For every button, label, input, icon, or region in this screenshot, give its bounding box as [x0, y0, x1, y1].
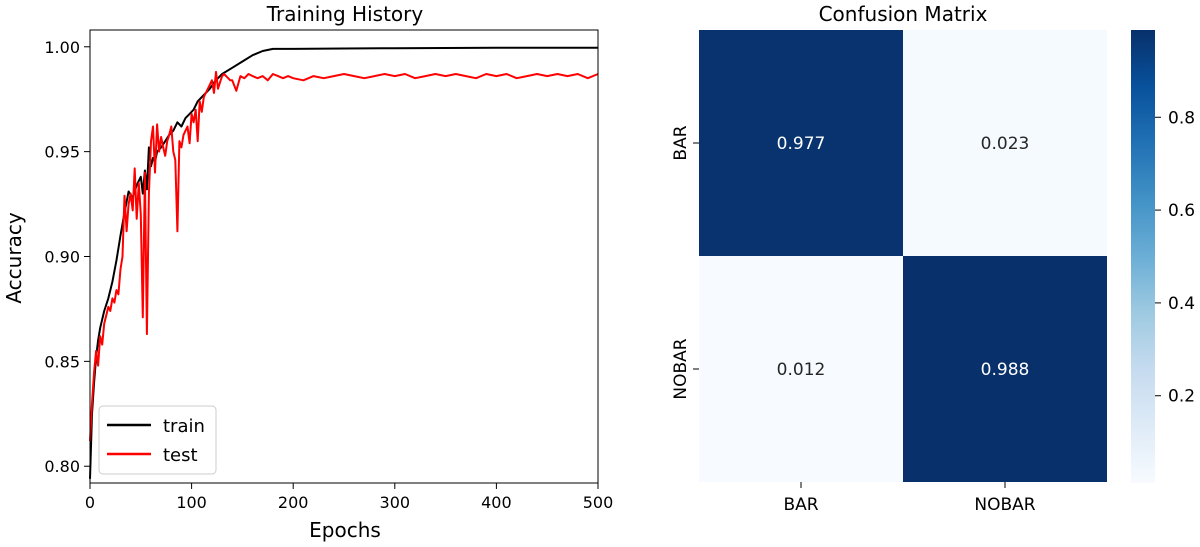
confusion-matrix-chart: Confusion Matrix 0.977 0.023 0.012 0.988 BA… — [671, 2, 1195, 515]
confusion-matrix-cells: 0.977 0.023 0.012 0.988 — [699, 30, 1107, 482]
colorbar-gradient — [1131, 30, 1155, 483]
training-history-lines — [89, 46, 599, 479]
legend-train-label: train — [163, 416, 205, 437]
x-tick-label: 200 — [278, 493, 309, 512]
heatmap-cell — [699, 256, 903, 482]
y-tick-label: 1.00 — [44, 38, 80, 57]
colorbar-tick-label: 0.6 — [1168, 201, 1195, 221]
training-history-chart: Training History Accuracy Epochs 0 100 200… — [2, 2, 613, 542]
cell-value-label: 0.988 — [981, 360, 1030, 380]
training-history-title: Training History — [266, 2, 424, 26]
column-label: BAR — [783, 495, 818, 515]
column-label: NOBAR — [974, 495, 1035, 515]
legend-box — [98, 405, 217, 475]
series-line-test — [89, 70, 599, 442]
x-tick-label: 300 — [380, 493, 411, 512]
row-label: BAR — [671, 125, 691, 160]
confusion-matrix-labels: BAR NOBAR BAR NOBAR — [671, 125, 1036, 515]
cell-value-label: 0.023 — [981, 134, 1030, 154]
colorbar-tick-label: 0.8 — [1168, 108, 1195, 128]
cell-value-label: 0.012 — [777, 360, 826, 380]
colorbar: 0.2 0.4 0.6 0.8 — [1131, 30, 1195, 483]
row-label: NOBAR — [671, 338, 691, 399]
epochs-axis-label: Epochs — [309, 518, 381, 542]
colorbar-tick-label: 0.2 — [1168, 387, 1195, 407]
legend-test-label: test — [163, 445, 198, 466]
accuracy-axis-label: Accuracy — [2, 212, 26, 303]
cell-value-label: 0.977 — [777, 134, 826, 154]
y-tick-label: 0.85 — [44, 352, 80, 371]
legend: train test — [98, 405, 217, 475]
training-history-ticks: 0 100 200 300 400 500 0.80 0.85 0.90 0.95 1.00 — [44, 38, 613, 512]
heatmap-cell — [699, 30, 903, 256]
y-tick-label: 0.95 — [44, 143, 80, 162]
heatmap-cell — [903, 256, 1107, 482]
y-tick-label: 0.90 — [44, 248, 80, 267]
y-tick-label: 0.80 — [44, 457, 80, 476]
colorbar-tick-label: 0.4 — [1168, 294, 1195, 314]
training-history-frame — [89, 29, 599, 484]
x-tick-label: 0 — [85, 493, 95, 512]
confusion-matrix-title: Confusion Matrix — [819, 2, 988, 26]
x-tick-label: 500 — [583, 493, 614, 512]
x-tick-label: 400 — [481, 493, 512, 512]
x-tick-label: 100 — [176, 493, 207, 512]
heatmap-cell — [903, 30, 1107, 256]
